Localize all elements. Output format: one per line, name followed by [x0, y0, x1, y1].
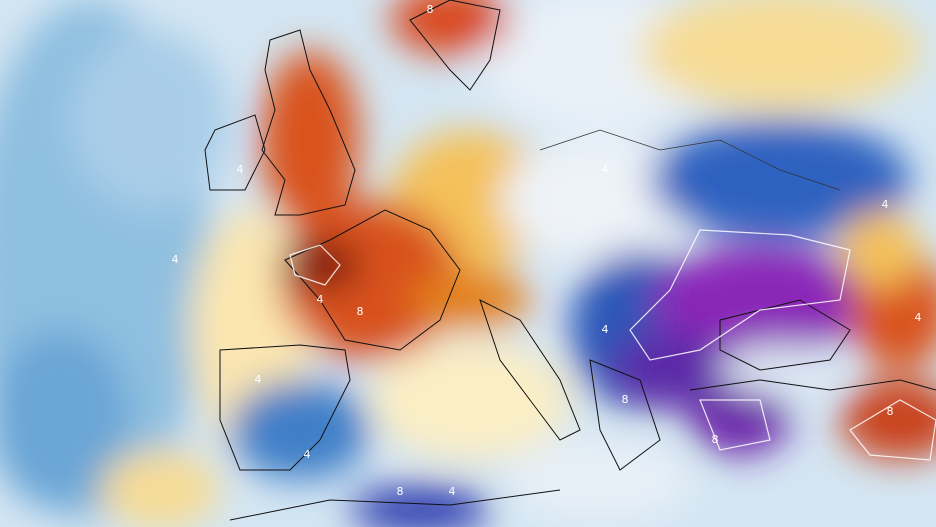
contour-label: 4: [317, 293, 324, 306]
contour-label: 4: [449, 485, 456, 498]
contour-label: 8: [357, 305, 364, 318]
borders: [539, 129, 841, 191]
contour: [629, 229, 851, 361]
coast-black-sea: [719, 299, 851, 371]
contour-label: 4: [602, 163, 609, 176]
contour-label: 8: [397, 485, 404, 498]
contour-label: 4: [237, 163, 244, 176]
coast-anatolia: [689, 379, 936, 391]
coast-france: [284, 209, 461, 351]
contour: [699, 399, 771, 451]
coast-balkans: [589, 359, 661, 471]
contours: [289, 229, 936, 461]
contour-label: 4: [602, 323, 609, 336]
contour-label: 4: [172, 253, 179, 266]
contour: [289, 244, 341, 286]
contour-label: 4: [255, 373, 262, 386]
contour-label: 8: [427, 3, 434, 16]
contour-labels: 8 4 4 4 8 4 4 4 4 4 8 8 4 8 4 8: [172, 3, 922, 498]
coast-ireland: [204, 114, 266, 191]
contour: [849, 399, 936, 461]
coast-italy: [479, 299, 581, 441]
contour-label: 4: [882, 198, 889, 211]
coast-iberia: [219, 344, 351, 471]
contour-label: 4: [915, 311, 922, 324]
contour-label: 4: [304, 448, 311, 461]
coast-britain: [261, 29, 356, 216]
coast-africa: [229, 489, 561, 521]
coastlines: [204, 0, 936, 521]
contour-label: 8: [712, 433, 719, 446]
contour-label: 8: [887, 405, 894, 418]
coast-scandinavia: [409, 0, 501, 91]
contour-label: 8: [622, 393, 629, 406]
